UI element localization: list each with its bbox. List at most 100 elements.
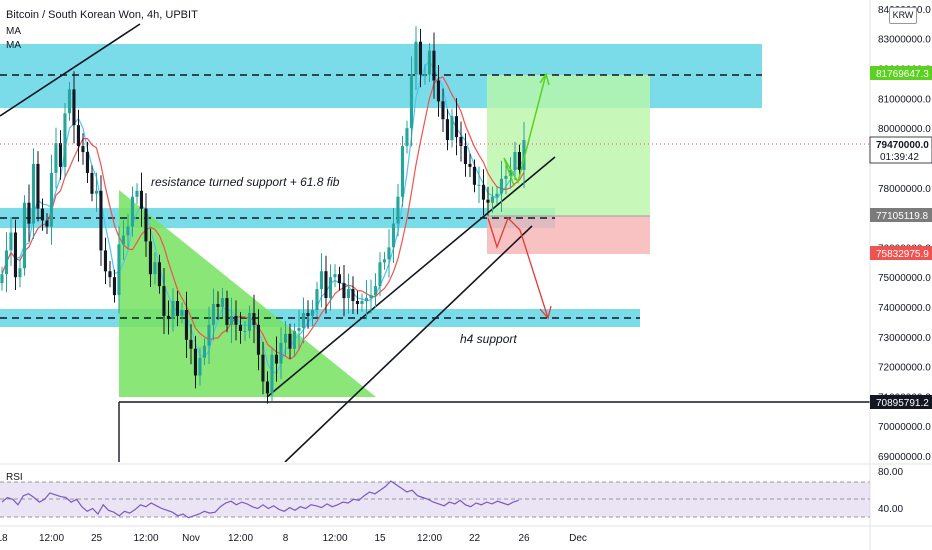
candle-body (238, 324, 242, 331)
trendline-top-left (0, 23, 141, 117)
price-tick: 75000000.0 (878, 273, 931, 284)
price-tick: 78000000.0 (878, 184, 931, 195)
time-tick: Nov (182, 533, 200, 544)
current-price-text: 79470000.0 (876, 140, 929, 151)
candle-body (171, 301, 175, 319)
candle-body (256, 324, 260, 355)
indicator-ma-2[interactable]: MA (6, 40, 21, 51)
price-tick: 74000000.0 (878, 303, 931, 314)
candle-body (76, 125, 80, 147)
candle-body (67, 89, 71, 114)
time-tick: 12:00 (322, 533, 347, 544)
candle-body (342, 283, 346, 299)
time-tick: 25 (91, 533, 103, 544)
candle-body (166, 315, 170, 319)
candle-body (0, 274, 4, 284)
rsi-tick-40: 40.00 (878, 504, 903, 515)
entry-price-text: 77105119.8 (876, 211, 929, 222)
candle-body (220, 298, 224, 307)
price-tick: 69000000.0 (878, 452, 931, 463)
candle-body (31, 163, 35, 224)
candle-body (22, 202, 26, 269)
price-tick: 83000000.0 (878, 35, 931, 46)
candle-body (454, 116, 458, 138)
candle-body (54, 143, 58, 173)
candle-body (40, 208, 44, 221)
candle-body (175, 301, 179, 316)
candle-body (229, 315, 233, 325)
low-price-text: 70895791.2 (876, 398, 929, 409)
stop-price-text: 75832975.9 (876, 249, 929, 260)
candle-body (139, 190, 143, 209)
indicator-ma-1[interactable]: MA (6, 26, 21, 37)
candle-body (234, 315, 238, 325)
candle-body (355, 301, 359, 304)
currency-badge[interactable]: KRW (889, 7, 917, 24)
time-tick: 12:00 (39, 533, 64, 544)
price-tick: 70000000.0 (878, 422, 931, 433)
time-tick: 26 (518, 533, 530, 544)
candle-body (396, 196, 400, 224)
candle-body (184, 310, 188, 340)
candle-body (337, 274, 341, 284)
candle-body (243, 330, 247, 332)
candle-body (310, 310, 314, 316)
candle-body (193, 348, 197, 376)
candle-body (319, 271, 323, 290)
candle-body (265, 381, 269, 394)
candle-body (324, 271, 328, 298)
time-tick: 15 (374, 533, 386, 544)
candle-body (328, 277, 332, 299)
candle-body (414, 41, 418, 75)
candle-body (373, 286, 377, 295)
candle-body (301, 313, 305, 328)
time-tick: 12:00 (133, 533, 158, 544)
candle-body (121, 235, 125, 245)
candle-body (279, 342, 283, 364)
rsi-label: RSI (6, 472, 23, 483)
price-tick: 81000000.0 (878, 94, 931, 105)
time-tick: 8 (283, 533, 289, 544)
candle-body (369, 295, 373, 299)
time-tick: 18 (0, 533, 8, 544)
candle-body (148, 241, 152, 275)
candle-body (180, 310, 184, 316)
long-position-loss-area (487, 216, 650, 254)
candle-body (198, 357, 202, 376)
candle-body (130, 196, 134, 227)
candle-body (315, 289, 319, 310)
candle-body (81, 146, 85, 153)
candle-body (360, 301, 364, 304)
target-price-label: 81769647.3 (870, 66, 932, 80)
long-position-profit-area (487, 75, 650, 216)
candle-body (346, 289, 350, 298)
annotation-h4-support: h4 support (460, 332, 517, 346)
annotation-resistance-support: resistance turned support + 61.8 fib (151, 175, 340, 189)
candle-body (90, 172, 94, 194)
candle-body (450, 116, 454, 140)
candle-body (504, 175, 508, 179)
candle-body (517, 152, 521, 170)
stop-price-label: 75832975.9 (870, 246, 932, 260)
chart-title: Bitcoin / South Korean Won, 4h, UPBIT (6, 9, 198, 21)
candle-body (261, 354, 265, 382)
bullish-projection (503, 72, 550, 187)
price-tick: 72000000.0 (878, 363, 931, 374)
price-plot: resistance turned support + 61.8 fib h4 … (0, 23, 870, 462)
target-price-text: 81769647.3 (876, 69, 929, 80)
candle-body (27, 202, 31, 224)
rsi-tick-80: 80.00 (878, 467, 903, 478)
candle-body (459, 137, 463, 146)
candle-body (409, 74, 413, 129)
candle-body (499, 178, 503, 194)
candle-body (418, 41, 422, 75)
candle-body (162, 286, 166, 316)
time-tick: 22 (469, 533, 481, 544)
time-axis[interactable]: 18 12:00 25 12:00 Nov 12:00 8 12:00 15 12:00 22 26 D… (0, 533, 587, 544)
candle-body (382, 259, 386, 263)
candle-body (463, 146, 467, 164)
ma-slow-line (1, 76, 525, 360)
candle-body (472, 166, 476, 185)
candle-body (400, 146, 404, 197)
